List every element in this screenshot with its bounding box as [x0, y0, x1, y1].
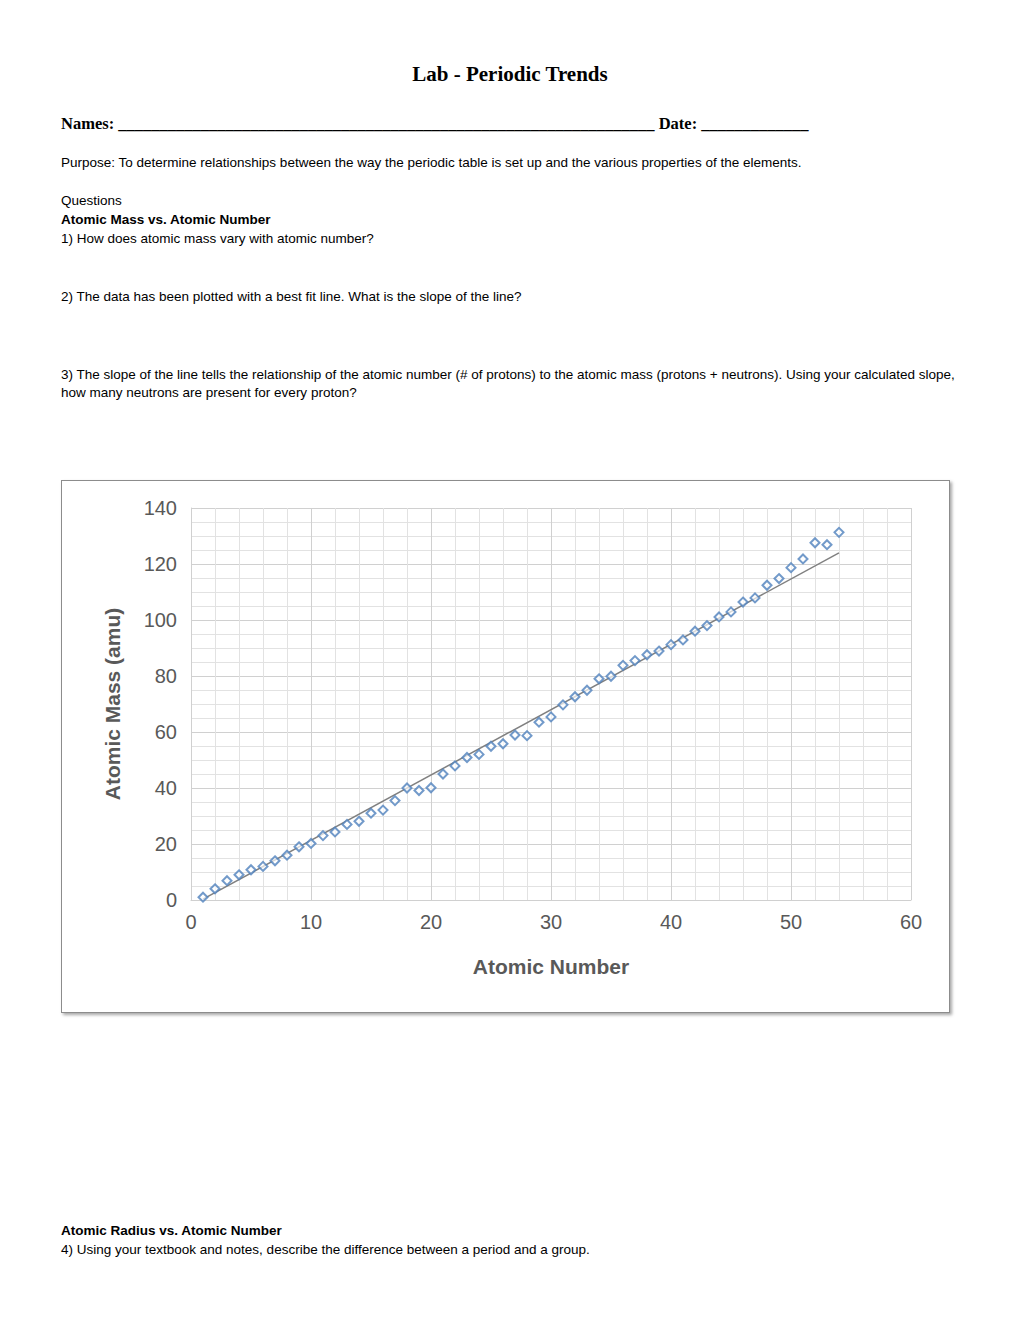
html-text:3) The slope of the line tells: 3) The slope of the line tells the relat…	[61, 367, 955, 400]
svg-text:0: 0	[185, 911, 196, 933]
html-text:Purpose: To determine relation: Purpose: To determine relationships betw…	[61, 155, 802, 170]
svg-text:20: 20	[155, 833, 177, 855]
html-text:1) How does atomic mass vary w: 1) How does atomic mass vary with atomic…	[61, 231, 374, 246]
svg-text:100: 100	[144, 609, 177, 631]
html-text:2) The data has been plotted w: 2) The data has been plotted with a best…	[61, 289, 522, 304]
svg-text:10: 10	[300, 911, 322, 933]
svg-text:0: 0	[166, 889, 177, 911]
html-text:Questions: Questions	[61, 193, 122, 208]
svg-text:30: 30	[540, 911, 562, 933]
html-text:4) Using your textbook and not: 4) Using your textbook and notes, descri…	[61, 1242, 590, 1257]
svg-text:40: 40	[155, 777, 177, 799]
svg-text:80: 80	[155, 665, 177, 687]
svg-text:Atomic Number: Atomic Number	[473, 955, 629, 978]
svg-text:40: 40	[660, 911, 682, 933]
html-text:Atomic Mass vs. Atomic Number: Atomic Mass vs. Atomic Number	[61, 212, 271, 227]
html-text:Lab - Periodic Trends: Lab - Periodic Trends	[412, 62, 608, 86]
svg-text:120: 120	[144, 553, 177, 575]
svg-text:50: 50	[780, 911, 802, 933]
html-text:Atomic Radius vs. Atomic Numbe: Atomic Radius vs. Atomic Number	[61, 1223, 282, 1238]
svg-text:60: 60	[155, 721, 177, 743]
svg-text:140: 140	[144, 497, 177, 519]
html-text:Names: _______________________: Names: _________________________________…	[61, 114, 809, 133]
svg-text:Atomic Mass (amu): Atomic Mass (amu)	[101, 608, 124, 801]
svg-text:60: 60	[900, 911, 922, 933]
svg-text:20: 20	[420, 911, 442, 933]
